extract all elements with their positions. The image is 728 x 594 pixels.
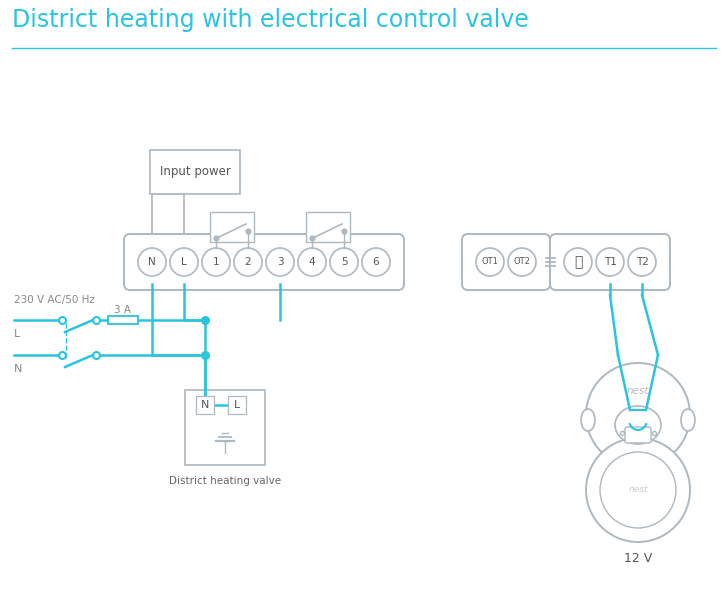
Text: L: L bbox=[181, 257, 187, 267]
Circle shape bbox=[298, 248, 326, 276]
FancyBboxPatch shape bbox=[150, 150, 240, 194]
FancyBboxPatch shape bbox=[210, 212, 254, 242]
Text: L: L bbox=[14, 329, 20, 339]
Circle shape bbox=[362, 248, 390, 276]
FancyBboxPatch shape bbox=[228, 396, 246, 414]
Text: 230 V AC/50 Hz: 230 V AC/50 Hz bbox=[14, 295, 95, 305]
Ellipse shape bbox=[681, 409, 695, 431]
FancyBboxPatch shape bbox=[196, 396, 214, 414]
Circle shape bbox=[138, 248, 166, 276]
Circle shape bbox=[330, 248, 358, 276]
Circle shape bbox=[564, 248, 592, 276]
Text: OT1: OT1 bbox=[481, 258, 499, 267]
Text: ⏚: ⏚ bbox=[574, 255, 582, 269]
Text: 12 V: 12 V bbox=[624, 551, 652, 564]
Text: OT2: OT2 bbox=[513, 258, 531, 267]
Circle shape bbox=[600, 452, 676, 528]
Circle shape bbox=[202, 248, 230, 276]
Circle shape bbox=[586, 438, 690, 542]
Circle shape bbox=[508, 248, 536, 276]
Bar bbox=[108, 316, 138, 324]
Text: 6: 6 bbox=[373, 257, 379, 267]
Text: N: N bbox=[148, 257, 156, 267]
Text: L: L bbox=[234, 400, 240, 410]
Text: 5: 5 bbox=[341, 257, 347, 267]
Text: 2: 2 bbox=[245, 257, 251, 267]
FancyBboxPatch shape bbox=[306, 212, 350, 242]
Text: N: N bbox=[14, 364, 23, 374]
FancyBboxPatch shape bbox=[124, 234, 404, 290]
Circle shape bbox=[476, 248, 504, 276]
Circle shape bbox=[170, 248, 198, 276]
Ellipse shape bbox=[581, 409, 595, 431]
Text: 4: 4 bbox=[309, 257, 315, 267]
Text: 3: 3 bbox=[277, 257, 283, 267]
Text: N: N bbox=[201, 400, 209, 410]
Text: 1: 1 bbox=[213, 257, 219, 267]
Text: District heating with electrical control valve: District heating with electrical control… bbox=[12, 8, 529, 32]
Circle shape bbox=[234, 248, 262, 276]
Text: T2: T2 bbox=[636, 257, 649, 267]
Circle shape bbox=[628, 248, 656, 276]
Text: nest: nest bbox=[628, 485, 648, 494]
Text: T1: T1 bbox=[604, 257, 617, 267]
FancyBboxPatch shape bbox=[625, 427, 651, 443]
Ellipse shape bbox=[615, 406, 661, 444]
Circle shape bbox=[596, 248, 624, 276]
FancyBboxPatch shape bbox=[185, 390, 265, 465]
Text: 3 A: 3 A bbox=[114, 305, 132, 315]
Text: nest: nest bbox=[627, 386, 649, 396]
Circle shape bbox=[586, 363, 690, 467]
Text: District heating valve: District heating valve bbox=[169, 476, 281, 486]
FancyBboxPatch shape bbox=[550, 234, 670, 290]
Circle shape bbox=[266, 248, 294, 276]
FancyBboxPatch shape bbox=[462, 234, 550, 290]
Text: Input power: Input power bbox=[159, 166, 231, 179]
